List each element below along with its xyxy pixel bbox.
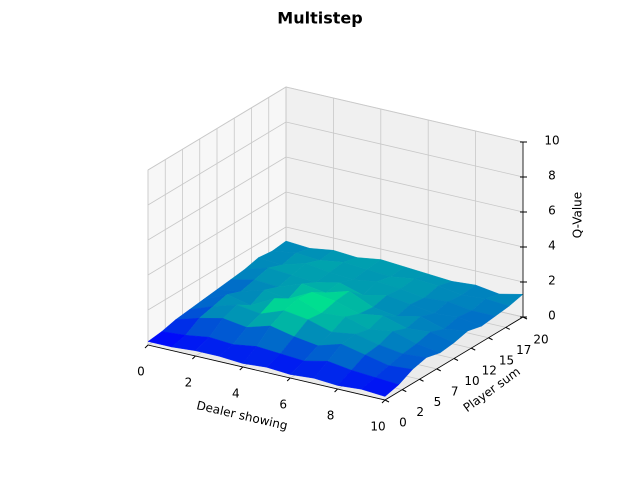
tick-mark <box>144 344 149 349</box>
grid-line <box>285 86 524 143</box>
grid-line <box>285 156 524 213</box>
y-tick-label: 15 <box>499 353 514 367</box>
z-tick-label: 8 <box>548 169 556 183</box>
z-tick-label: 10 <box>544 134 559 148</box>
tick-mark <box>286 377 291 382</box>
z-tick-label: 0 <box>548 309 556 323</box>
grid-line <box>285 121 524 178</box>
grid-line <box>147 226 287 311</box>
tick-mark <box>488 337 493 341</box>
z-tick-label: 6 <box>548 204 556 218</box>
tick-mark <box>384 399 390 403</box>
x-tick-label: 10 <box>370 420 385 434</box>
x-tick-label: 0 <box>137 365 145 379</box>
chart-title: Multistep <box>277 9 362 28</box>
x-tick-label: 6 <box>279 398 287 412</box>
y-tick-label: 12 <box>482 364 497 378</box>
tick-mark <box>471 347 476 351</box>
tick-mark <box>192 355 196 360</box>
tick-mark <box>402 389 407 393</box>
x-tick-label: 4 <box>232 387 240 401</box>
axis-line <box>147 344 386 401</box>
tick-mark <box>453 358 459 361</box>
tick-mark <box>419 378 424 382</box>
grid-line <box>285 226 524 283</box>
tick-mark <box>505 326 510 330</box>
tick-mark <box>381 399 386 404</box>
y-tick-label: 10 <box>464 374 479 388</box>
y-tick-label: 20 <box>533 333 548 347</box>
y-tick-label: 17 <box>516 343 531 357</box>
surface-patch <box>360 377 400 397</box>
y-tick-label: 5 <box>434 395 442 409</box>
x-axis-label: Dealer showing <box>195 398 289 433</box>
tick-mark <box>334 388 338 393</box>
x-tick-label: 8 <box>327 409 335 423</box>
y-tick-label: 7 <box>451 384 459 398</box>
z-tick-label: 2 <box>548 274 556 288</box>
grid-line <box>285 191 524 248</box>
y-tick-label: 2 <box>416 405 424 419</box>
tick-mark <box>239 366 244 371</box>
x-tick-label: 2 <box>185 376 193 390</box>
grid-line <box>147 156 287 241</box>
grid-line <box>147 86 287 171</box>
grid-line <box>147 191 287 276</box>
grid-line <box>147 121 287 206</box>
z-tick-label: 4 <box>548 239 556 253</box>
tick-mark <box>436 368 441 372</box>
z-axis-label: Q-Value <box>571 192 585 238</box>
y-tick-label: 0 <box>399 416 407 430</box>
